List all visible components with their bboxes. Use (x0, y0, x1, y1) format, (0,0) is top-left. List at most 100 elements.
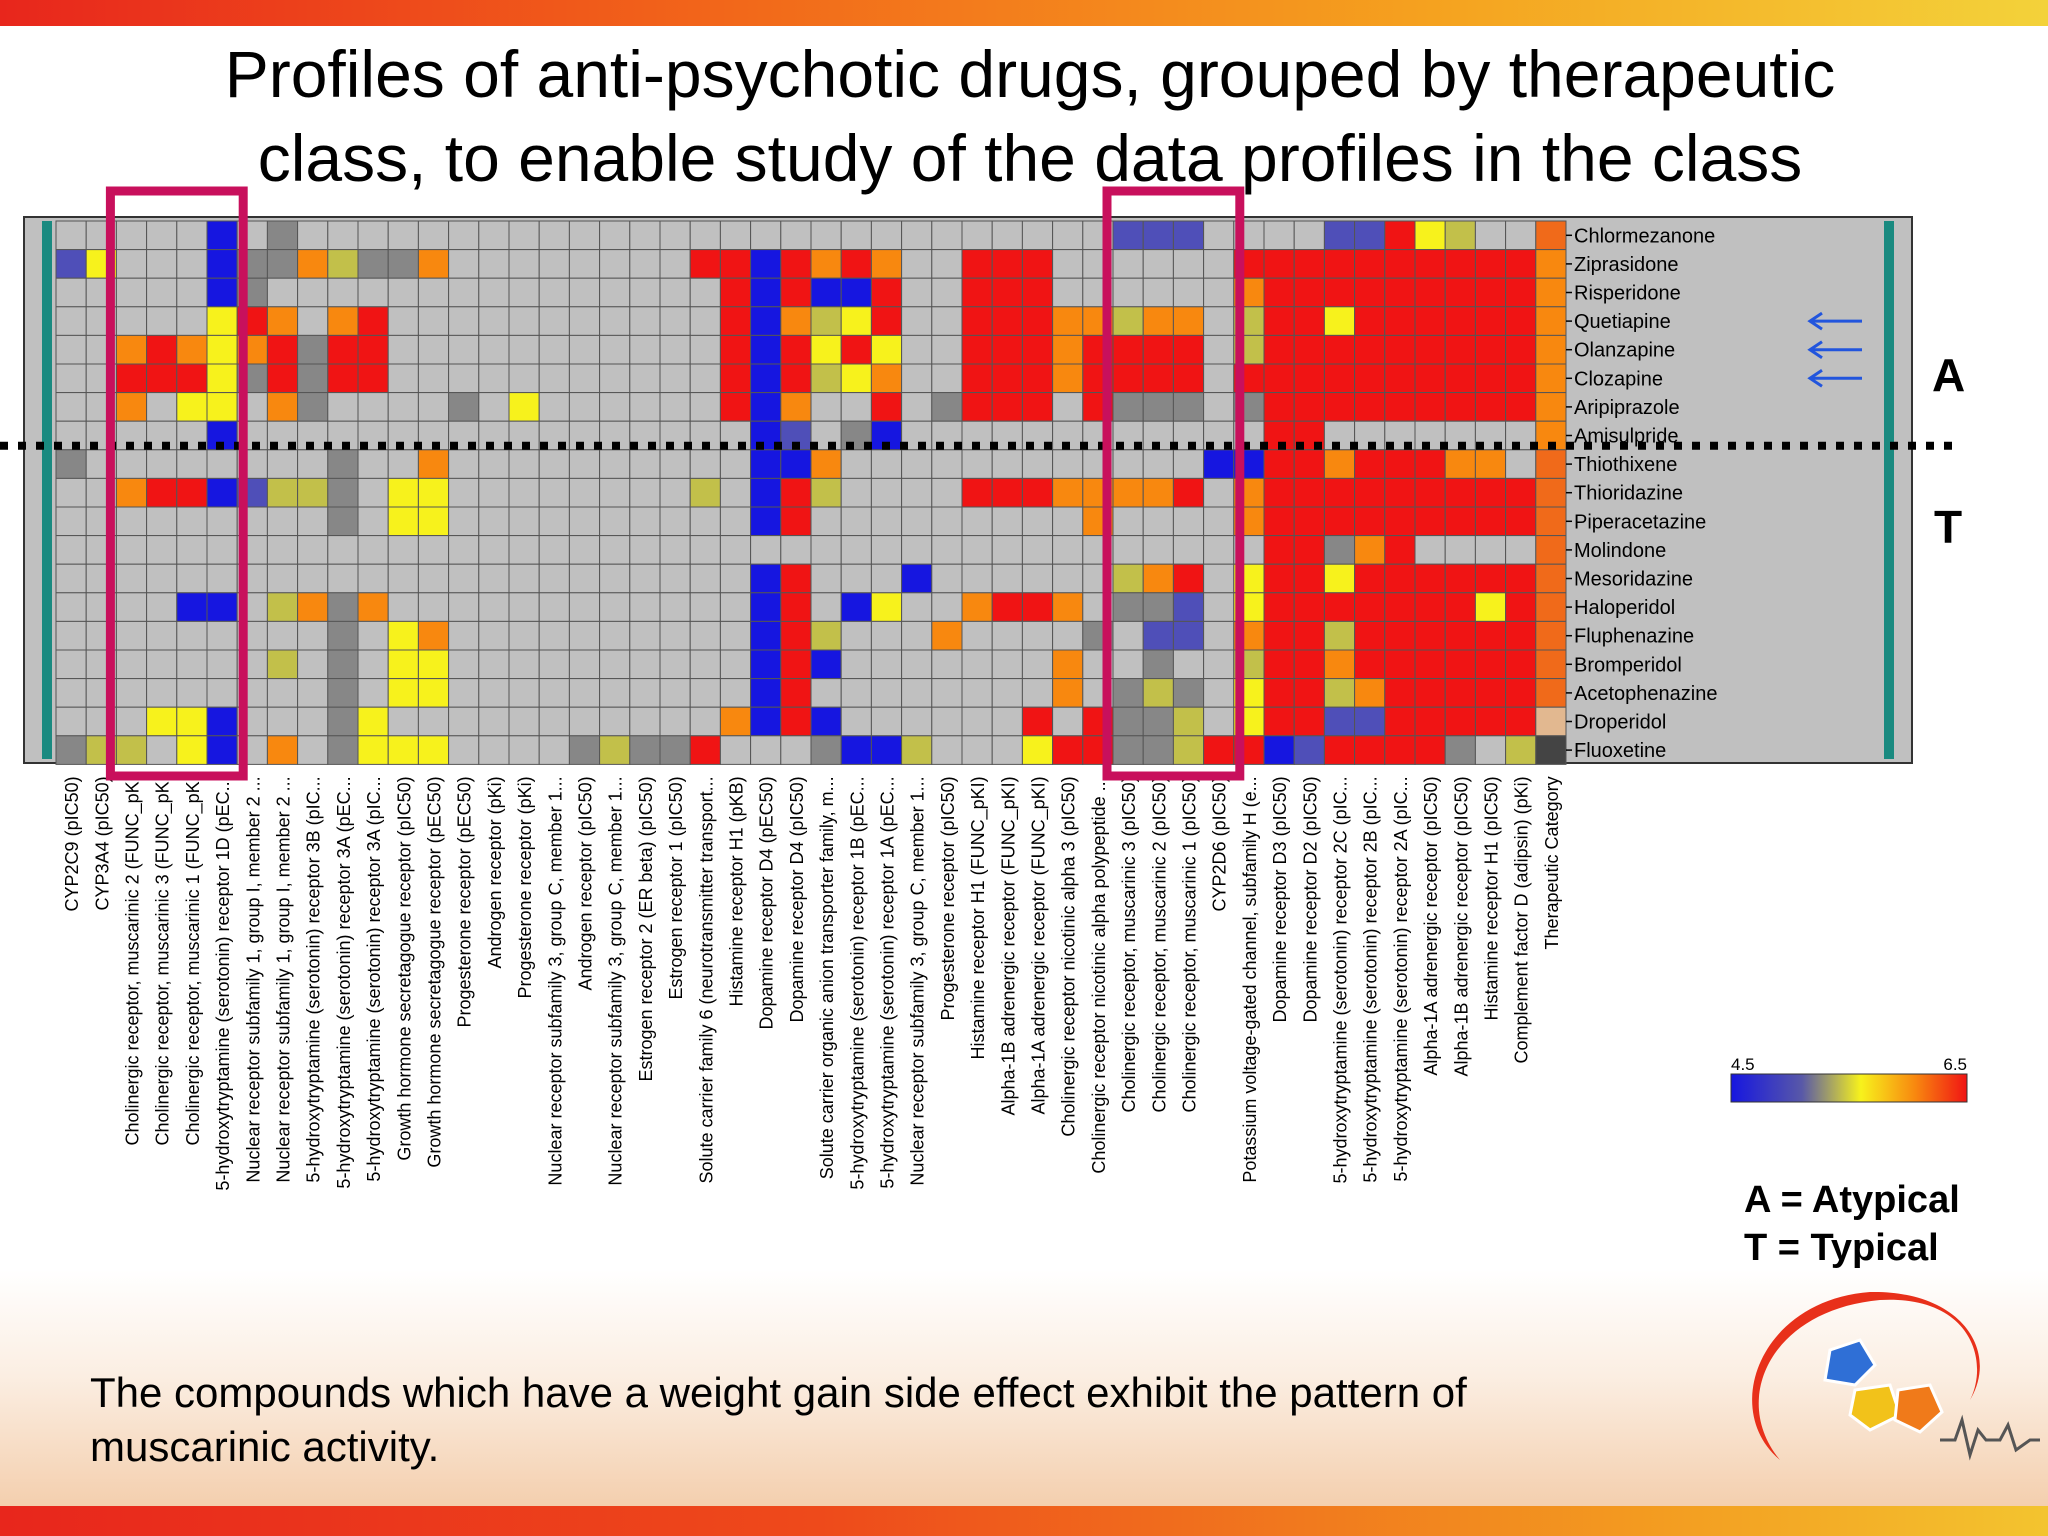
heatmap-cell (538, 706, 570, 737)
column-label: 5-hydroxytryptamine (serotonin) receptor… (334, 776, 354, 1188)
heatmap-cell (1505, 535, 1537, 565)
column-label: Nuclear receptor subfamily 3, group C, m… (545, 776, 565, 1185)
heatmap-cell (1203, 363, 1235, 394)
heatmap-cell (931, 735, 963, 765)
column-label: Histamine receptor H1 (pKB) (727, 776, 747, 1006)
heatmap-cell (478, 535, 510, 565)
heatmap-cell (689, 735, 721, 765)
heatmap-cell (659, 449, 691, 479)
heatmap-cell (1323, 620, 1356, 651)
heatmap-cell (1535, 249, 1567, 279)
column-label: Histamine receptor H1 (pIC50) (1482, 776, 1502, 1020)
heatmap-cell (508, 563, 540, 594)
heatmap-cell (55, 477, 87, 508)
heatmap-cell (931, 506, 963, 537)
heatmap-cell (1293, 306, 1325, 336)
heatmap-cell (780, 706, 812, 737)
heatmap-cell (991, 620, 1023, 651)
heatmap-cell (961, 392, 993, 422)
heatmap-cell (327, 506, 359, 537)
heatmap-cell (1414, 592, 1446, 622)
heatmap-cell (1505, 306, 1537, 336)
heatmap-cell (1444, 506, 1476, 537)
heatmap-cell (1172, 477, 1205, 508)
heatmap-cell (991, 477, 1023, 508)
heatmap-cell (1535, 306, 1567, 336)
heatmap-cell (176, 449, 208, 479)
heatmap-cell (931, 563, 963, 594)
heatmap-cell (1474, 220, 1507, 251)
heatmap-cell (659, 706, 691, 737)
heatmap-cell (1384, 620, 1416, 651)
heatmap-cell (1112, 220, 1144, 251)
heatmap-cell (1384, 649, 1416, 680)
heatmap-cell (1354, 506, 1386, 537)
heatmap-cell (568, 306, 601, 336)
heatmap-cell (870, 277, 903, 308)
heatmap-cell (357, 535, 389, 565)
heatmap-cell (599, 592, 631, 622)
heatmap-cell (1021, 563, 1054, 594)
heatmap-cell (1142, 249, 1174, 279)
heatmap-cell (719, 277, 752, 308)
heatmap-cell (991, 220, 1023, 251)
heatmap-cell (1323, 706, 1356, 737)
heatmap-cell (568, 249, 601, 279)
column-label: 5-hydroxytryptamine (serotonin) receptor… (1331, 776, 1351, 1183)
column-label: Progesterone receptor (pIC50) (938, 776, 958, 1020)
heatmap-cell (55, 363, 87, 394)
heatmap-cell (1112, 334, 1144, 365)
heatmap-cell (146, 392, 178, 422)
heatmap-cell (327, 363, 359, 394)
heatmap-cell (1384, 592, 1416, 622)
row-arrow-icon (1807, 340, 1862, 359)
heatmap-cell (1323, 563, 1356, 594)
heatmap-cell (659, 678, 691, 708)
heatmap-cell (146, 249, 178, 279)
heatmap-cell (719, 678, 752, 708)
heatmap-cell (780, 277, 812, 308)
heatmap-cell (1444, 306, 1476, 336)
heatmap-cell (1474, 249, 1507, 279)
heatmap-cell (478, 706, 510, 737)
heatmap-cell (176, 477, 208, 508)
column-label: 5-hydroxytryptamine (serotonin) receptor… (1361, 776, 1381, 1182)
heatmap-cell (266, 392, 299, 422)
heatmap-cell (1112, 535, 1144, 565)
heatmap-cell (538, 735, 570, 765)
heatmap-cell (901, 506, 933, 537)
heatmap-cell (1535, 506, 1567, 537)
heatmap-cell (448, 277, 480, 308)
heatmap-cell (1535, 535, 1567, 565)
heatmap-cell (1021, 678, 1054, 708)
column-label: CYP2D6 (pIC50) (1210, 776, 1230, 911)
heatmap-cell (1142, 220, 1174, 251)
heatmap-cell (448, 249, 480, 279)
heatmap-cell (1112, 449, 1144, 479)
heatmap-cell (1354, 249, 1386, 279)
heatmap-cell (689, 277, 721, 308)
heatmap-cell (1052, 535, 1084, 565)
heatmap-cell (508, 363, 540, 394)
heatmap-cell (448, 563, 480, 594)
column-label: Cholinergic receptor nicotinic alpha 3 (… (1059, 776, 1079, 1136)
column-label: Androgen receptor (pIC50) (576, 776, 596, 990)
heatmap-cell (901, 306, 933, 336)
heatmap-cell (478, 220, 510, 251)
heatmap-cell (901, 363, 933, 394)
heatmap-cell (1384, 277, 1416, 308)
heatmap-cell (387, 620, 419, 651)
heatmap-cell (1323, 678, 1356, 708)
heatmap-cell (417, 535, 450, 565)
heatmap-cell (629, 363, 661, 394)
heatmap-cell (1384, 306, 1416, 336)
heatmap-cell (206, 477, 238, 508)
heatmap-cell (840, 506, 872, 537)
heatmap-cell (327, 249, 359, 279)
heatmap-cell (840, 306, 872, 336)
heatmap-cell (115, 392, 148, 422)
heatmap-cell (1414, 735, 1446, 765)
heatmap-cell (417, 306, 450, 336)
heatmap-cell (538, 592, 570, 622)
heatmap-cell (1535, 649, 1567, 680)
